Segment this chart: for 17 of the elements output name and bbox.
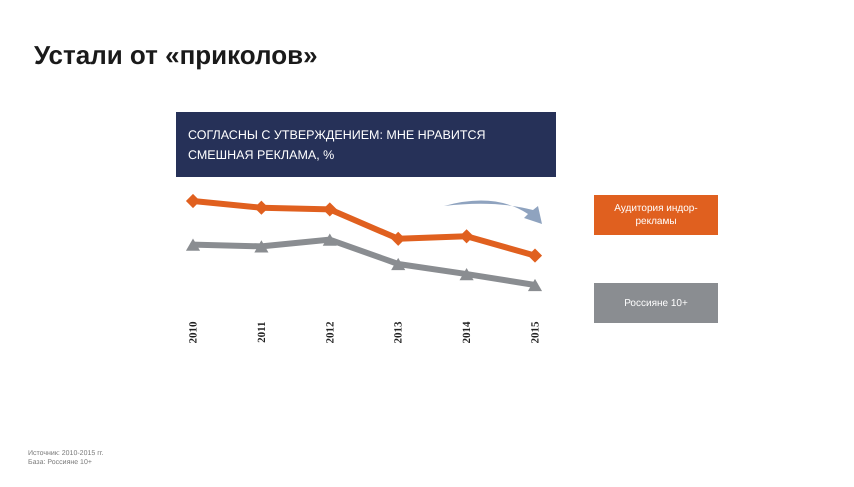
x-tick-label: 2015	[530, 321, 542, 344]
text: Аудитория индор-рекламы	[594, 195, 718, 235]
x-tick-label: 2010	[188, 321, 200, 344]
x-tick-label: 2011	[256, 322, 268, 343]
chart-title: Устали от «приколов»	[34, 40, 318, 71]
chart-subtitle: СОГЛАСНЫ С УТВЕРЖДЕНИЕМ: МНЕ НРАВИТСЯ СМЕШНАЯ РЕКЛАМА, %	[176, 112, 556, 177]
text: Россияне 10+	[594, 283, 718, 323]
x-tick-label: 2012	[324, 321, 336, 344]
point	[528, 278, 542, 292]
point	[186, 238, 200, 251]
point	[254, 240, 268, 252]
x-tick-label: 2013	[392, 321, 405, 344]
point	[528, 248, 542, 263]
point	[322, 234, 337, 246]
point	[460, 268, 474, 280]
point	[391, 258, 406, 270]
x-tick-label: 2014	[461, 321, 474, 344]
